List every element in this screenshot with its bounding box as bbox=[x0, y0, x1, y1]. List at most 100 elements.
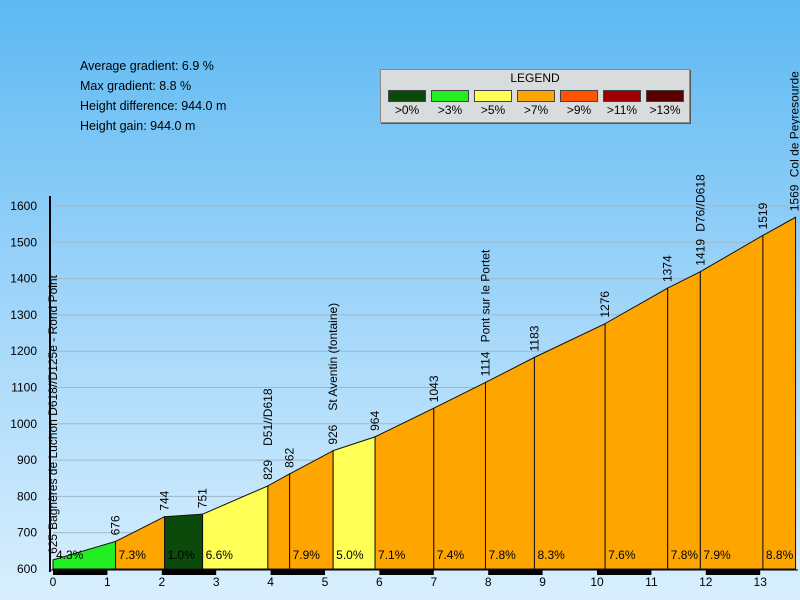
legend-title: LEGEND bbox=[510, 71, 560, 85]
profile-segment-12 bbox=[667, 270, 701, 570]
x-tick-label-11: 11 bbox=[645, 575, 658, 589]
legend-item-5: >11% bbox=[600, 90, 644, 117]
legend-box: LEGEND >0% >3% >5% >7% >9% >11% >13% bbox=[380, 69, 690, 123]
y-tick-label-1100: 1100 bbox=[11, 381, 37, 395]
legend-swatch-3 bbox=[517, 90, 555, 102]
elevation-label-6: 926 bbox=[326, 424, 340, 444]
segment-gradient-label-1: 7.3% bbox=[119, 548, 147, 562]
legend-label-6: >13% bbox=[649, 103, 681, 117]
elevation-label-3: 751 bbox=[196, 488, 210, 508]
x-tick-label-1: 1 bbox=[104, 575, 111, 589]
elevation-label-12: 1374 bbox=[661, 255, 675, 282]
y-tick-label-1300: 1300 bbox=[10, 308, 37, 322]
profile-segment-4 bbox=[267, 473, 291, 570]
km-band-0 bbox=[53, 570, 108, 575]
segment-gradient-label-6: 5.0% bbox=[336, 548, 364, 562]
segment-gradient-label-2: 1.0% bbox=[168, 548, 196, 562]
profile-segment-10 bbox=[533, 322, 606, 570]
segment-gradient-label-12: 7.8% bbox=[671, 548, 699, 562]
segment-gradient-label-0: 4.3% bbox=[56, 548, 84, 562]
place-name-label-15: Col de Peyresourde bbox=[788, 71, 800, 177]
legend-item-6: >13% bbox=[643, 90, 687, 117]
legend-item-1: >3% bbox=[428, 90, 472, 117]
y-tick-label-700: 700 bbox=[17, 526, 37, 540]
km-band-2 bbox=[161, 570, 217, 575]
segment-gradient-label-7: 7.1% bbox=[378, 548, 406, 562]
place-name-label-0: Bagnères de Luchon D618//D125e - Rond Po… bbox=[46, 274, 60, 530]
legend-item-3: >7% bbox=[514, 90, 558, 117]
profile-segment-8 bbox=[433, 381, 486, 570]
legend-label-3: >7% bbox=[523, 103, 549, 117]
km-band-12 bbox=[705, 570, 761, 575]
legend-item-2: >5% bbox=[471, 90, 515, 117]
legend-swatch-0 bbox=[388, 90, 426, 102]
x-tick-label-3: 3 bbox=[213, 575, 220, 589]
stat-max-gradient: Max gradient: 8.8 % bbox=[80, 79, 192, 93]
segment-gradient-label-8: 7.4% bbox=[437, 548, 465, 562]
profile-segment-13 bbox=[699, 234, 764, 570]
y-tick-label-900: 900 bbox=[17, 453, 37, 467]
x-tick-label-0: 0 bbox=[50, 575, 57, 589]
place-name-label-6: St Aventin (fontaine) bbox=[326, 303, 340, 411]
km-band-10 bbox=[597, 570, 652, 575]
profile-segment-11 bbox=[604, 287, 669, 570]
x-tick-label-8: 8 bbox=[485, 575, 492, 589]
elevation-label-11: 1276 bbox=[598, 291, 612, 318]
legend-label-4: >9% bbox=[566, 103, 592, 117]
place-name-label-9: Pont sur le Portet bbox=[478, 249, 492, 342]
segment-gradient-label-10: 8.3% bbox=[537, 548, 565, 562]
elevation-label-2: 744 bbox=[158, 490, 172, 510]
legend-item-0: >0% bbox=[385, 90, 429, 117]
elevation-label-4: 829 bbox=[261, 460, 275, 480]
segment-gradient-label-9: 7.8% bbox=[488, 548, 516, 562]
x-tick-label-2: 2 bbox=[158, 575, 165, 589]
x-tick-label-6: 6 bbox=[376, 575, 383, 589]
segment-gradient-label-11: 7.6% bbox=[608, 548, 636, 562]
elevation-label-7: 964 bbox=[368, 411, 382, 431]
profile-segment-14 bbox=[762, 216, 797, 570]
elevation-label-8: 1043 bbox=[427, 375, 441, 402]
y-tick-label-600: 600 bbox=[17, 562, 37, 576]
x-tick-label-13: 13 bbox=[754, 575, 768, 589]
legend-swatch-2 bbox=[474, 90, 512, 102]
y-tick-label-1000: 1000 bbox=[10, 417, 37, 431]
x-tick-label-9: 9 bbox=[539, 575, 546, 589]
elevation-label-1: 676 bbox=[109, 515, 123, 535]
stat-height-difference: Height difference: 944.0 m bbox=[80, 99, 227, 113]
legend-label-5: >11% bbox=[606, 103, 638, 117]
elevation-label-15: 1569 bbox=[788, 184, 800, 211]
y-tick-label-800: 800 bbox=[17, 489, 37, 503]
stat-height-gain: Height gain: 944.0 m bbox=[80, 119, 196, 133]
legend-label-0: >0% bbox=[394, 103, 420, 117]
elevation-label-13: 1419 bbox=[693, 239, 707, 266]
km-band-8 bbox=[488, 570, 543, 575]
stats-panel: Average gradient: 6.9 % Max gradient: 8.… bbox=[80, 56, 226, 136]
legend-swatch-5 bbox=[603, 90, 641, 102]
x-tick-label-5: 5 bbox=[322, 575, 329, 589]
elevation-label-10: 1183 bbox=[527, 325, 541, 351]
segment-gradient-label-13: 7.9% bbox=[703, 548, 731, 562]
segment-gradient-label-14: 8.8% bbox=[766, 548, 794, 562]
legend-label-2: >5% bbox=[480, 103, 506, 117]
elevation-label-5: 862 bbox=[283, 448, 297, 468]
profile-segment-7 bbox=[374, 407, 435, 570]
place-name-label-13: D76//D618 bbox=[693, 174, 707, 232]
x-tick-label-12: 12 bbox=[699, 575, 713, 589]
y-tick-label-1600: 1600 bbox=[10, 199, 37, 213]
segment-gradient-label-3: 6.6% bbox=[206, 548, 234, 562]
x-tick-label-4: 4 bbox=[267, 575, 274, 589]
legend-swatch-6 bbox=[646, 90, 684, 102]
y-tick-label-1400: 1400 bbox=[10, 272, 37, 286]
elevation-label-9: 1114 bbox=[478, 351, 492, 376]
legend-label-1: >3% bbox=[437, 103, 463, 117]
legend-item-4: >9% bbox=[557, 90, 601, 117]
elevation-label-0: 625 bbox=[46, 534, 60, 554]
x-tick-label-7: 7 bbox=[430, 575, 437, 589]
km-band-4 bbox=[270, 570, 325, 575]
x-tick-label-10: 10 bbox=[590, 575, 604, 589]
legend-swatch-1 bbox=[431, 90, 469, 102]
place-name-label-4: D51//D618 bbox=[261, 388, 275, 446]
km-band-6 bbox=[379, 570, 434, 575]
segment-gradient-label-5: 7.9% bbox=[293, 548, 321, 562]
